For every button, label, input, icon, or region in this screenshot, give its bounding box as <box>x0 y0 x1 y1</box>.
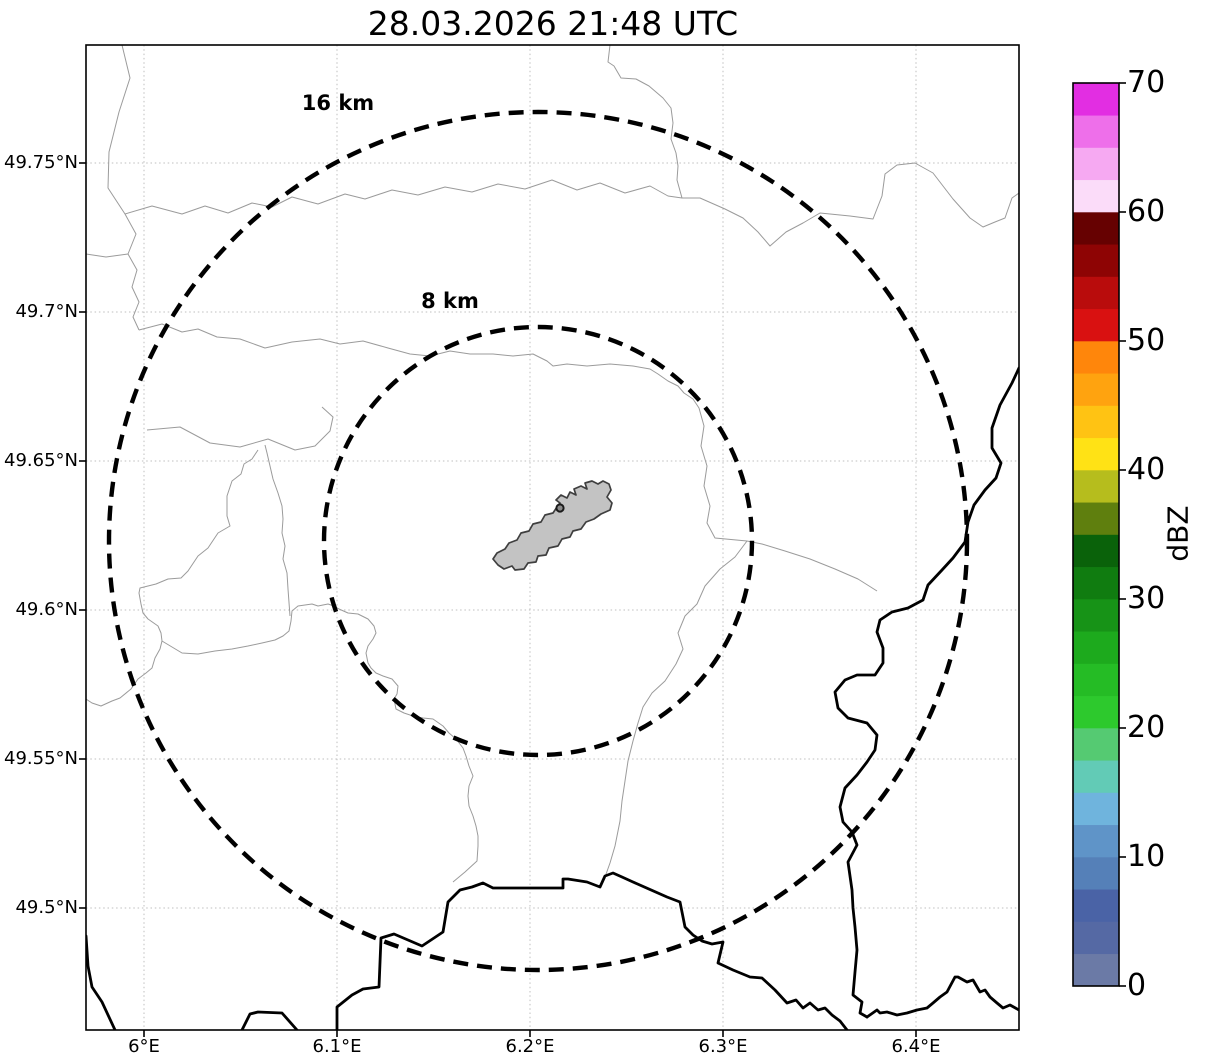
colorbar-segment <box>1073 147 1119 181</box>
country-border-lines <box>86 366 1019 1030</box>
colorbar-segment <box>1073 276 1119 310</box>
graticule-grid <box>86 45 1019 1030</box>
colorbar-segment <box>1073 921 1119 955</box>
radar-marker-icon <box>555 503 565 513</box>
colorbar-segment <box>1073 179 1119 213</box>
colorbar-segment <box>1073 372 1119 406</box>
colorbar-segment <box>1073 630 1119 664</box>
colorbar-segment <box>1073 598 1119 632</box>
x-tick-label: 6.3°E <box>698 1036 748 1057</box>
x-tick-label: 6.4°E <box>891 1036 941 1057</box>
colorbar-segments <box>1073 82 1119 987</box>
colorbar-tick-label: 70 <box>1127 65 1166 100</box>
range-ring-label-8km: 8 km <box>421 289 479 313</box>
colorbar-segment <box>1073 469 1119 503</box>
colorbar-tick-label: 40 <box>1127 452 1166 487</box>
colorbar-segment <box>1073 856 1119 890</box>
colorbar-segment <box>1073 114 1119 148</box>
range-ring-label-16km: 16 km <box>301 91 375 115</box>
colorbar-segment <box>1073 663 1119 697</box>
colorbar-segment <box>1073 243 1119 277</box>
colorbar-frame <box>1072 82 1120 987</box>
x-tick-label: 6°E <box>128 1036 160 1057</box>
colorbar-segment <box>1073 82 1119 116</box>
colorbar-segment <box>1073 211 1119 245</box>
plot-title: 28.03.2026 21:48 UTC <box>367 4 739 43</box>
y-tick-label: 49.6°N <box>15 599 78 620</box>
colorbar-segment <box>1073 824 1119 858</box>
colorbar-segment <box>1073 792 1119 826</box>
colorbar-segment <box>1073 437 1119 471</box>
y-tick-label: 49.65°N <box>4 450 78 471</box>
colorbar-segment <box>1073 727 1119 761</box>
range-ring-8km <box>321 324 755 758</box>
colorbar-tick-label: 50 <box>1127 323 1166 358</box>
colorbar-tick-label: 30 <box>1127 581 1166 616</box>
colorbar-segment <box>1073 759 1119 793</box>
urban-area-polygon <box>492 480 613 571</box>
y-tick-label: 49.55°N <box>4 748 78 769</box>
colorbar-segment <box>1073 340 1119 374</box>
colorbar-segment <box>1073 953 1119 987</box>
colorbar-segment <box>1073 888 1119 922</box>
y-tick-label: 49.7°N <box>15 301 78 322</box>
colorbar-tick-label: 0 <box>1127 968 1147 1003</box>
range-rings <box>106 109 970 973</box>
colorbar-segment <box>1073 566 1119 600</box>
colorbar-segment <box>1073 405 1119 439</box>
colorbar-tickmarks <box>1119 82 1126 987</box>
y-tick-label: 49.5°N <box>15 897 78 918</box>
colorbar-segment <box>1073 308 1119 342</box>
colorbar-tick-label: 10 <box>1127 839 1166 874</box>
map-frame <box>85 44 1020 1031</box>
colorbar-segment <box>1073 501 1119 535</box>
range-ring-16km <box>106 109 970 973</box>
axis-tickmarks <box>79 162 917 1037</box>
colorbar-segment <box>1073 534 1119 568</box>
colorbar-axis-label: dBZ <box>1161 505 1195 562</box>
colorbar-tick-label: 60 <box>1127 194 1166 229</box>
colorbar-segment <box>1073 695 1119 729</box>
x-tick-label: 6.1°E <box>312 1036 362 1057</box>
x-tick-label: 6.2°E <box>505 1036 555 1057</box>
colorbar-tick-label: 20 <box>1127 710 1166 745</box>
y-tick-label: 49.75°N <box>4 152 78 173</box>
